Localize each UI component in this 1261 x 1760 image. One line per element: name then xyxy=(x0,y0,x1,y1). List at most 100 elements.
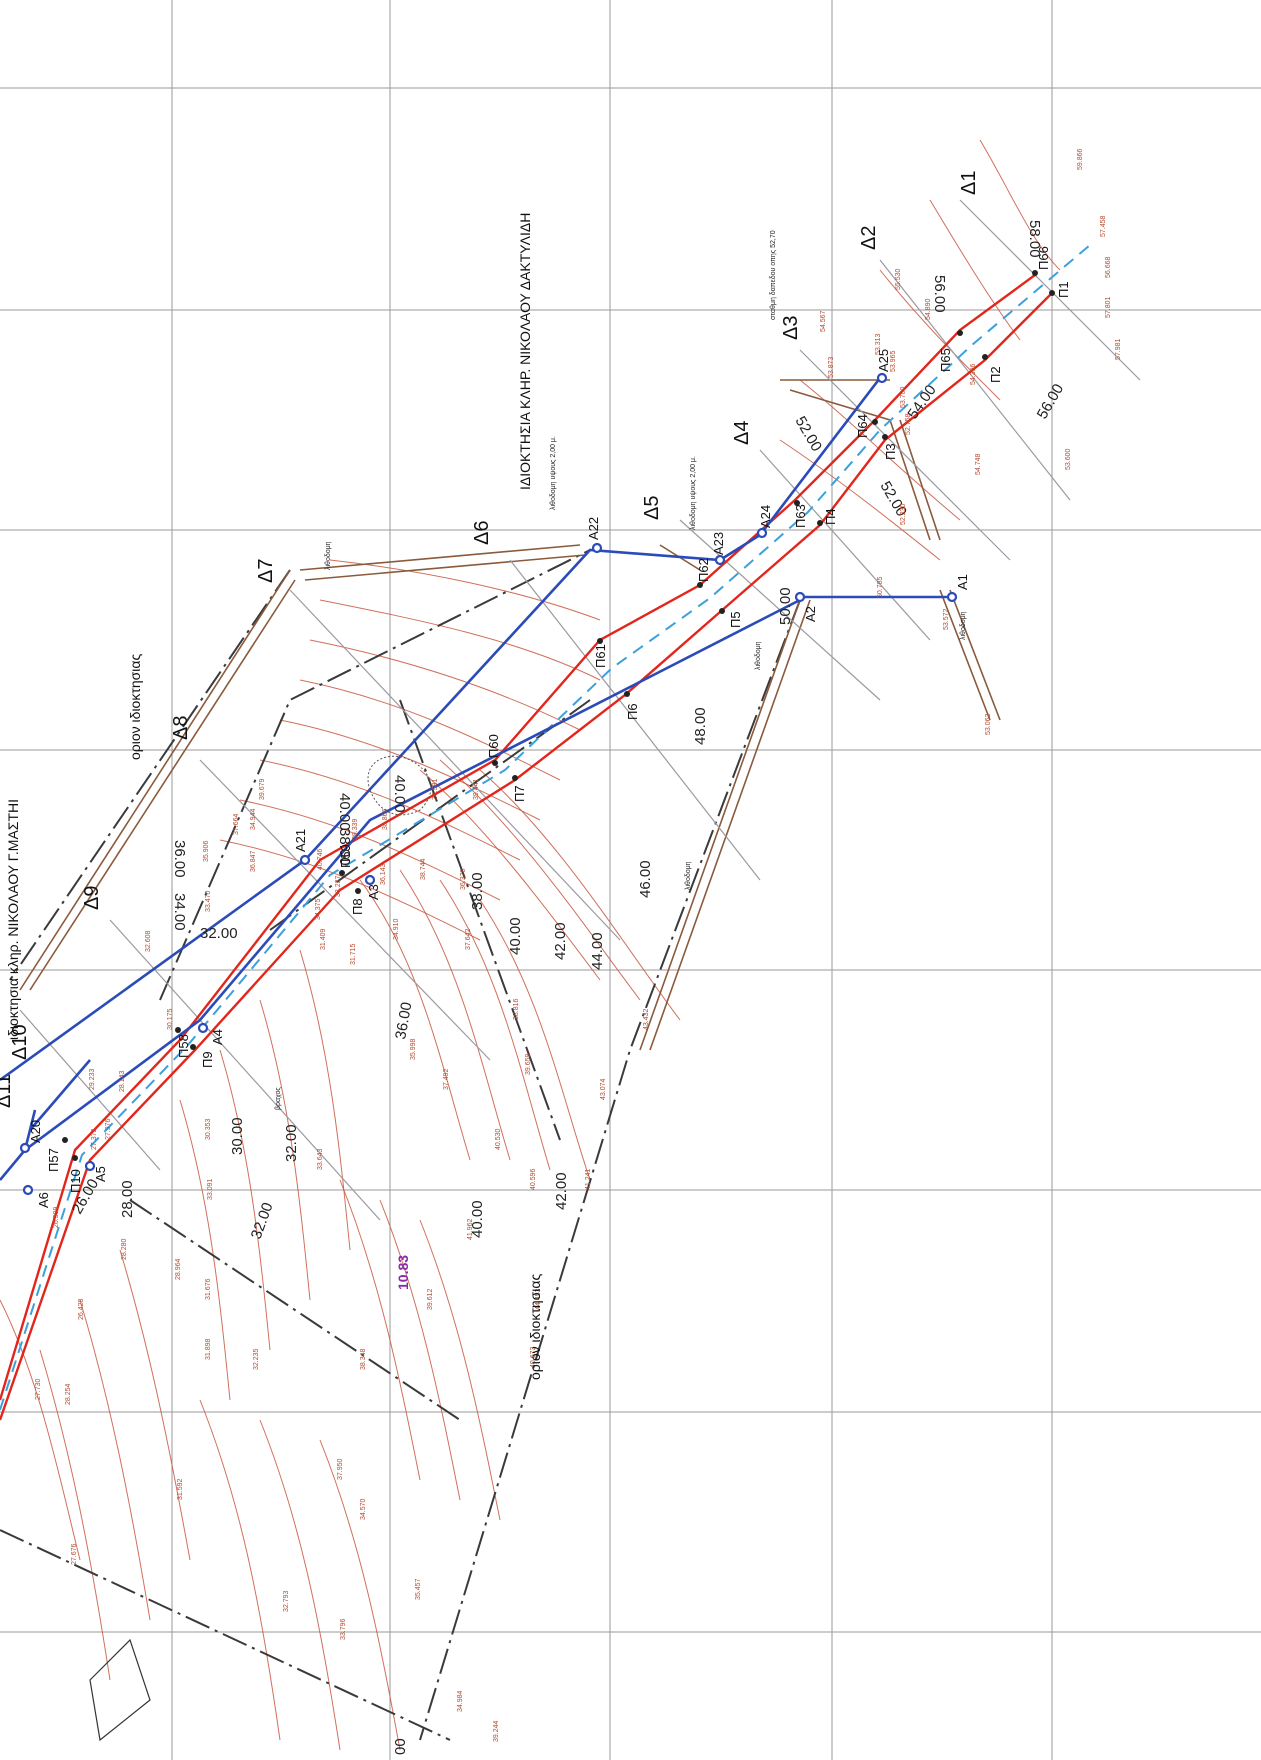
spot-height: 34.570 xyxy=(360,1498,367,1520)
spot-height: 39.612 xyxy=(427,1288,434,1310)
spot-height: 30.175 xyxy=(167,1008,174,1030)
spot-height: 53.313 xyxy=(875,333,882,355)
contour-lines xyxy=(0,139,1061,1751)
spot-height: 53.572 xyxy=(943,608,950,630)
point-label: A24 xyxy=(758,505,773,528)
cut-bottom-label: 00 xyxy=(392,1738,409,1755)
spot-height: 57.981 xyxy=(1115,338,1122,360)
point-label: Π62 xyxy=(696,558,711,582)
spot-height: 37.581 xyxy=(432,778,439,800)
point-label: A5 xyxy=(93,1166,108,1182)
spot-height: 31.715 xyxy=(350,943,357,965)
spot-height: 33.796 xyxy=(340,1618,347,1640)
spot-height: 28.143 xyxy=(119,1070,126,1092)
spot-height: 34.944 xyxy=(250,808,257,830)
area-label: 10.83 xyxy=(395,1255,411,1290)
spot-height: 38.816 xyxy=(513,998,520,1020)
spot-height: 53.873 xyxy=(828,356,835,378)
section-label: Δ10 xyxy=(9,1024,31,1060)
point-label: Π8 xyxy=(350,898,365,915)
spot-height: 32.608 xyxy=(145,930,152,952)
section-label: Δ11 xyxy=(0,1074,15,1108)
small-building xyxy=(89,1638,151,1742)
spot-height: 34.984 xyxy=(457,1690,464,1712)
spot-height: 32.793 xyxy=(283,1590,290,1612)
cross-section-lines xyxy=(19,199,1141,1221)
contour-label: 56.00 xyxy=(931,275,948,313)
spot-height: 57.458 xyxy=(1100,215,1107,237)
spot-height: 50.785 xyxy=(877,576,884,598)
point-label: Π4 xyxy=(823,508,838,525)
spot-height: 39.244 xyxy=(493,1720,500,1742)
red-stakeout-points xyxy=(62,270,1055,1161)
contour-label: 44.00 xyxy=(589,932,606,970)
contour-label: 48.00 xyxy=(692,707,709,745)
spot-height: 33.643 xyxy=(317,1148,324,1170)
spot-height: 31.898 xyxy=(205,1338,212,1360)
point-label: Π3 xyxy=(883,443,898,460)
point-label: A22 xyxy=(586,517,601,540)
spot-height: 31.409 xyxy=(320,928,327,950)
rock-outline xyxy=(367,755,432,816)
spot-height: 34.375 xyxy=(315,898,322,920)
point-label: Π7 xyxy=(512,785,527,802)
point-label: A3 xyxy=(366,884,381,900)
point-label: Π2 xyxy=(988,366,1003,383)
blue-boundary-lines xyxy=(0,377,950,1181)
spot-heights: 59.866 57.458 56.668 57.801 57.981 55.53… xyxy=(35,148,1122,1742)
point-label: A23 xyxy=(711,532,726,555)
spot-height: 40.596 xyxy=(530,1168,537,1190)
spot-height: 32.235 xyxy=(253,1348,260,1370)
point-label: Π61 xyxy=(593,644,608,668)
point-label: Π59 xyxy=(338,844,353,868)
wall-note: σταθμη δαπεδου οπης 52,70 xyxy=(770,230,777,320)
contour-label: 38.00 xyxy=(336,828,353,866)
spot-height: 57.801 xyxy=(1105,296,1112,318)
spot-height: 41.962 xyxy=(467,1218,474,1240)
spot-height: 38.348 xyxy=(360,1348,367,1370)
point-label: Π9 xyxy=(200,1051,215,1068)
contour-label: 36.00 xyxy=(392,1001,415,1041)
spot-height: 35.998 xyxy=(410,1038,417,1060)
contour-label: 28.00 xyxy=(119,1180,136,1218)
spot-height: 35.906 xyxy=(203,840,210,862)
wall-note: λιθοδομη υψους 2,00 μ. xyxy=(550,436,557,510)
spot-height: 52.758 xyxy=(905,413,912,435)
spot-height: 54.890 xyxy=(925,298,932,320)
spot-height: 40.530 xyxy=(495,1128,502,1150)
contour-label: 58.00 xyxy=(1026,220,1043,258)
stone-walls xyxy=(19,379,1001,1051)
owner-note: ΙΔΙΟΚΤΗΣΙΑ ΚΛΗΡ. ΝΙΚΟΛΑΟΥ ΔΑΚΤΥΛΙΔΗ xyxy=(517,213,533,490)
spot-height: 53.600 xyxy=(1065,448,1072,470)
wall-note: λιθοδομη υψους 2,00 μ. xyxy=(690,456,697,530)
spot-height: 30.353 xyxy=(205,1118,212,1140)
spot-height: 37.950 xyxy=(337,1458,344,1480)
spot-height: 52.230 xyxy=(900,503,907,525)
contour-label: 32.00 xyxy=(283,1124,300,1162)
spot-height: 54.396 xyxy=(970,363,977,385)
spot-height: 53.062 xyxy=(985,713,992,735)
spot-height: 33.470 xyxy=(205,890,212,912)
spot-height: 37.664 xyxy=(233,813,240,835)
section-label: Δ7 xyxy=(255,559,277,583)
point-label: Π65 xyxy=(938,348,953,372)
spot-height: 28.964 xyxy=(175,1258,182,1280)
contour-label: 40.00 xyxy=(507,917,524,955)
property-limit-top: οριον ιδιοκτησιας xyxy=(127,654,143,760)
point-label: A20 xyxy=(28,1120,43,1143)
spot-height: 34.910 xyxy=(393,918,400,940)
point-label: A6 xyxy=(36,1192,51,1208)
spot-height: 40.746 xyxy=(317,848,324,870)
section-label: Δ6 xyxy=(471,521,493,545)
spot-height: 29.233 xyxy=(89,1068,96,1090)
wall-label: λιθοδομη xyxy=(325,541,332,570)
spot-height: 33.237 xyxy=(335,875,342,897)
point-label: Π63 xyxy=(793,504,808,528)
point-label: Π5 xyxy=(728,611,743,628)
spot-height: 39.659 xyxy=(525,1053,532,1075)
point-label: Π1 xyxy=(1056,281,1071,298)
property-boundaries xyxy=(0,549,801,1741)
spot-height: 28.254 xyxy=(65,1383,72,1405)
